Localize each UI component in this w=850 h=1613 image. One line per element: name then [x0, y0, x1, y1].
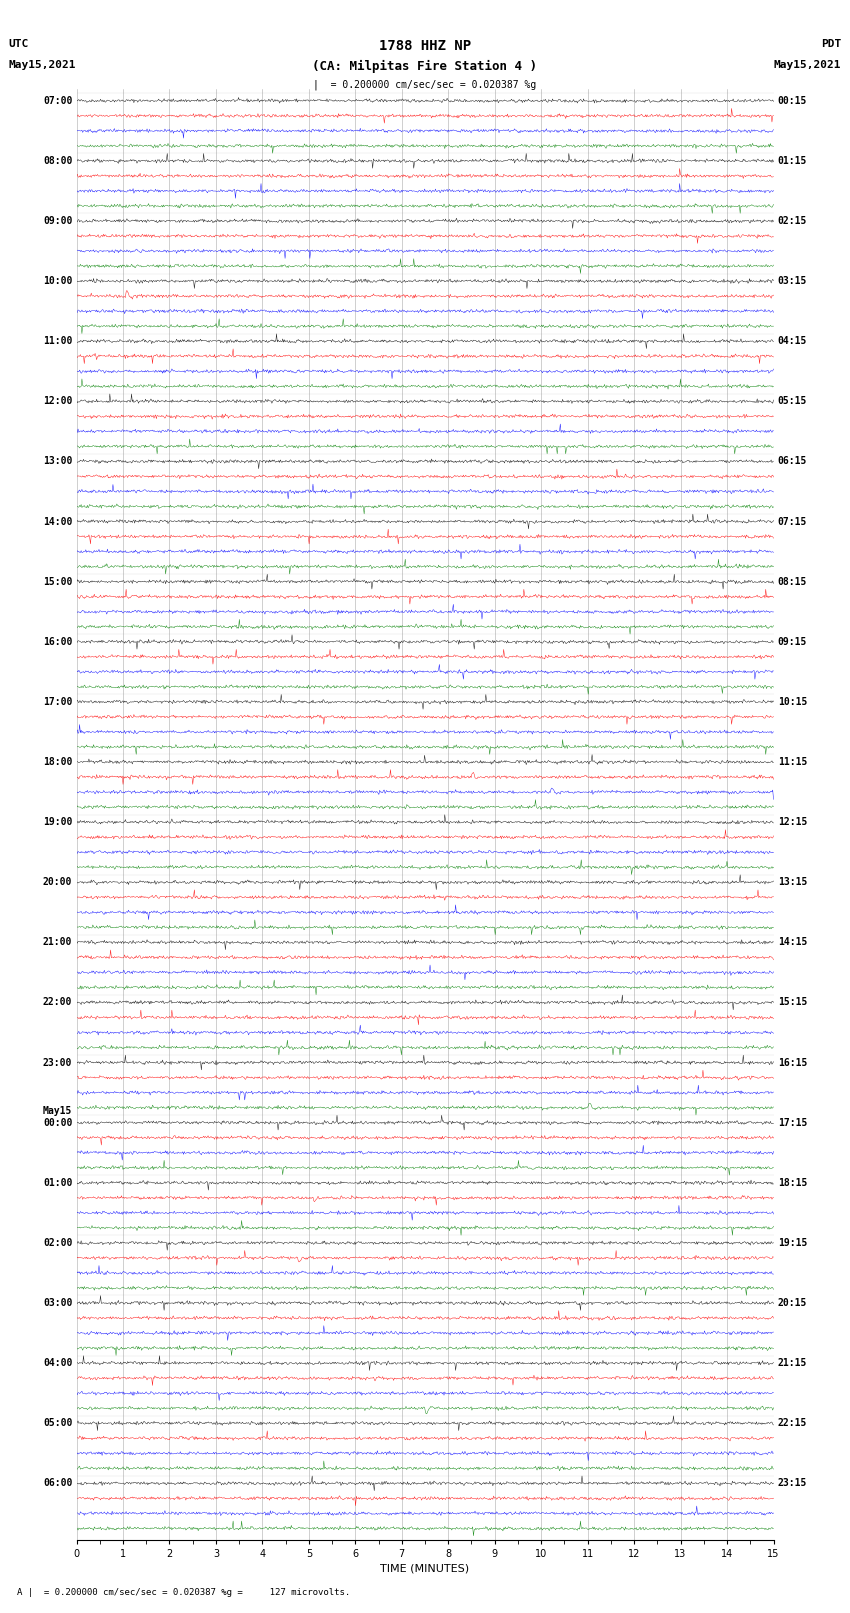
Text: PDT: PDT: [821, 39, 842, 48]
Text: UTC: UTC: [8, 39, 29, 48]
Text: 09:00: 09:00: [42, 216, 72, 226]
Text: 21:00: 21:00: [42, 937, 72, 947]
Text: 04:15: 04:15: [778, 336, 807, 347]
Text: 23:00: 23:00: [42, 1058, 72, 1068]
Text: 21:15: 21:15: [778, 1358, 807, 1368]
Text: 02:15: 02:15: [778, 216, 807, 226]
Text: 07:00: 07:00: [42, 95, 72, 106]
Text: 00:00: 00:00: [42, 1118, 72, 1127]
Text: 17:15: 17:15: [778, 1118, 807, 1127]
Text: (CA: Milpitas Fire Station 4 ): (CA: Milpitas Fire Station 4 ): [313, 60, 537, 73]
Text: 04:00: 04:00: [42, 1358, 72, 1368]
Text: 19:00: 19:00: [42, 818, 72, 827]
Text: 18:00: 18:00: [42, 756, 72, 766]
Text: 00:15: 00:15: [778, 95, 807, 106]
Text: 16:15: 16:15: [778, 1058, 807, 1068]
Text: 03:00: 03:00: [42, 1298, 72, 1308]
X-axis label: TIME (MINUTES): TIME (MINUTES): [381, 1563, 469, 1574]
Text: 07:15: 07:15: [778, 516, 807, 526]
Text: 16:00: 16:00: [42, 637, 72, 647]
Text: |  = 0.200000 cm/sec/sec = 0.020387 %g: | = 0.200000 cm/sec/sec = 0.020387 %g: [314, 79, 536, 90]
Text: 03:15: 03:15: [778, 276, 807, 286]
Text: 11:15: 11:15: [778, 756, 807, 766]
Text: 08:00: 08:00: [42, 156, 72, 166]
Text: 12:15: 12:15: [778, 818, 807, 827]
Text: 14:00: 14:00: [42, 516, 72, 526]
Text: 20:15: 20:15: [778, 1298, 807, 1308]
Text: 06:15: 06:15: [778, 456, 807, 466]
Text: 10:00: 10:00: [42, 276, 72, 286]
Text: 06:00: 06:00: [42, 1478, 72, 1489]
Text: 05:00: 05:00: [42, 1418, 72, 1428]
Text: 10:15: 10:15: [778, 697, 807, 706]
Text: 12:00: 12:00: [42, 397, 72, 406]
Text: 20:00: 20:00: [42, 877, 72, 887]
Text: 13:15: 13:15: [778, 877, 807, 887]
Text: 01:00: 01:00: [42, 1177, 72, 1187]
Text: 22:15: 22:15: [778, 1418, 807, 1428]
Text: 15:00: 15:00: [42, 576, 72, 587]
Text: 13:00: 13:00: [42, 456, 72, 466]
Text: 17:00: 17:00: [42, 697, 72, 706]
Text: 1788 HHZ NP: 1788 HHZ NP: [379, 39, 471, 53]
Text: May15: May15: [42, 1107, 72, 1116]
Text: 22:00: 22:00: [42, 997, 72, 1008]
Text: 23:15: 23:15: [778, 1478, 807, 1489]
Text: 08:15: 08:15: [778, 576, 807, 587]
Text: 09:15: 09:15: [778, 637, 807, 647]
Text: 05:15: 05:15: [778, 397, 807, 406]
Text: May15,2021: May15,2021: [8, 60, 76, 69]
Text: 19:15: 19:15: [778, 1237, 807, 1248]
Text: May15,2021: May15,2021: [774, 60, 842, 69]
Text: 02:00: 02:00: [42, 1237, 72, 1248]
Text: 01:15: 01:15: [778, 156, 807, 166]
Text: 18:15: 18:15: [778, 1177, 807, 1187]
Text: 14:15: 14:15: [778, 937, 807, 947]
Text: 15:15: 15:15: [778, 997, 807, 1008]
Text: 11:00: 11:00: [42, 336, 72, 347]
Text: A |  = 0.200000 cm/sec/sec = 0.020387 %g =     127 microvolts.: A | = 0.200000 cm/sec/sec = 0.020387 %g …: [17, 1587, 350, 1597]
